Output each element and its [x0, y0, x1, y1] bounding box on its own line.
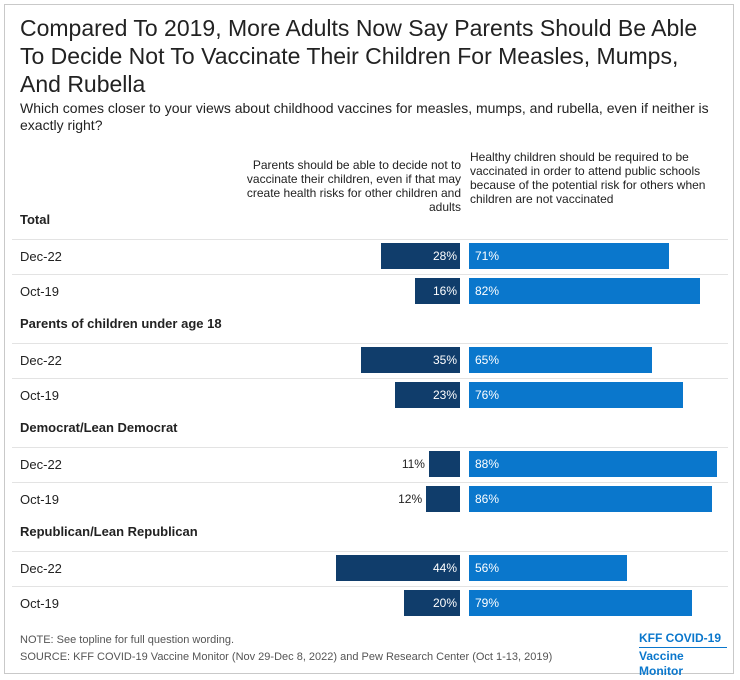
- bar-right: [469, 451, 718, 477]
- bar-right: [469, 243, 670, 269]
- data-label-right: 65%: [475, 353, 500, 367]
- data-label-left: 11%: [401, 457, 425, 471]
- group-label: Total: [20, 212, 51, 227]
- row-label: Dec-22: [20, 249, 62, 264]
- data-label-right: 88%: [475, 457, 500, 471]
- row-separator: [12, 551, 728, 552]
- data-label-right: 76%: [475, 388, 500, 402]
- row-separator: [12, 239, 728, 240]
- bar-left: [414, 278, 460, 304]
- chart-subtitle: Which comes closer to your views about c…: [20, 100, 709, 133]
- data-label-right: 86%: [475, 492, 500, 506]
- bar-right: [469, 278, 701, 304]
- bar-right: [469, 555, 627, 581]
- row-separator: [12, 482, 728, 483]
- data-label-left: 44%: [432, 561, 457, 575]
- row-separator: [12, 378, 728, 379]
- bar-left: [426, 486, 460, 512]
- row-separator: [12, 274, 728, 275]
- group-label: Democrat/Lean Democrat: [20, 420, 178, 435]
- row-separator: [12, 343, 728, 344]
- row-separator: [12, 447, 728, 448]
- bar-right: [469, 347, 653, 373]
- legend-right-header: Healthy children should be required to b…: [470, 150, 706, 206]
- footnote-source: SOURCE: KFF COVID-19 Vaccine Monitor (No…: [20, 651, 553, 663]
- row-label: Oct-19: [20, 492, 60, 507]
- bar-left: [395, 382, 460, 408]
- bar-right: [469, 486, 712, 512]
- group-label: Republican/Lean Republican: [20, 524, 198, 539]
- data-label-left: 12%: [398, 492, 423, 506]
- bar-left: [335, 555, 460, 581]
- row-label: Oct-19: [20, 284, 60, 299]
- logo-line-2: Vaccine Monitor: [639, 647, 727, 679]
- data-label-left: 16%: [432, 284, 457, 298]
- row-separator: [12, 586, 728, 587]
- data-label-right: 82%: [475, 284, 500, 298]
- row-label: Oct-19: [20, 388, 60, 403]
- row-label: Dec-22: [20, 353, 62, 368]
- row-label: Oct-19: [20, 596, 60, 611]
- row-label: Dec-22: [20, 457, 62, 472]
- data-label-left: 20%: [432, 596, 457, 610]
- bar-left: [403, 590, 460, 616]
- data-label-left: 35%: [432, 353, 457, 367]
- footnote-note: NOTE: See topline for full question word…: [20, 634, 235, 646]
- kff-logo: KFF COVID-19 Vaccine Monitor: [639, 631, 727, 679]
- bar-left: [361, 347, 460, 373]
- data-label-right: 56%: [475, 561, 500, 575]
- bar-right: [469, 382, 684, 408]
- row-label: Dec-22: [20, 561, 62, 576]
- bar-left: [381, 243, 460, 269]
- chart-title: Compared To 2019, More Adults Now Say Pa…: [20, 15, 698, 97]
- data-label-left: 23%: [432, 388, 457, 402]
- legend-left-header: Parents should be able to decide not to …: [246, 158, 461, 214]
- chart-frame: [4, 4, 734, 674]
- data-label-right: 79%: [475, 596, 500, 610]
- bar-left: [428, 451, 460, 477]
- data-label-right: 71%: [475, 249, 500, 263]
- group-label: Parents of children under age 18: [20, 316, 222, 331]
- logo-line-1: KFF COVID-19: [639, 631, 722, 645]
- data-label-left: 28%: [432, 249, 457, 263]
- bar-right: [469, 590, 692, 616]
